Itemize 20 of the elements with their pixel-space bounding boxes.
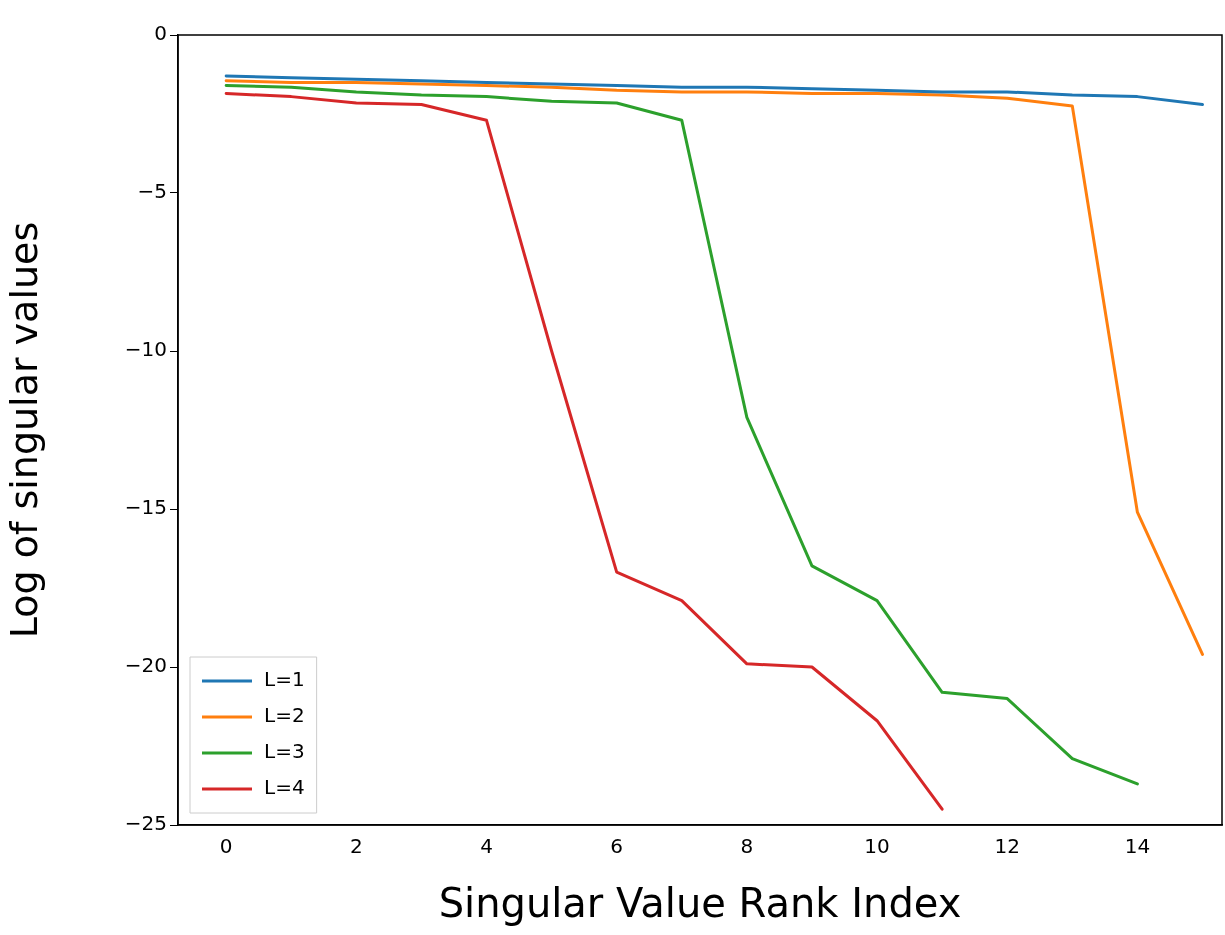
- x-tick-label: 4: [480, 834, 493, 859]
- x-tick-label: 14: [1124, 834, 1151, 859]
- x-tick-label: 10: [864, 834, 890, 859]
- x-tick-label: 8: [740, 834, 754, 859]
- y-tick-label: 0: [154, 21, 167, 46]
- y-axis-title: Log of singular values: [1, 221, 46, 639]
- y-tick-label: −5: [137, 179, 167, 204]
- x-tick-label: 12: [994, 834, 1020, 859]
- x-tick-label: 0: [219, 834, 233, 859]
- x-tick-label: 2: [349, 834, 363, 859]
- legend-label: L=3: [264, 739, 305, 764]
- y-tick-label: −20: [124, 653, 167, 678]
- legend-label: L=4: [264, 775, 305, 800]
- y-tick-label: −25: [124, 811, 167, 836]
- x-axis-title: Singular Value Rank Index: [438, 880, 962, 927]
- legend-label: L=2: [264, 703, 305, 728]
- x-tick-label: 6: [610, 834, 624, 859]
- y-tick-label: −15: [124, 495, 167, 520]
- y-tick-label: −10: [124, 337, 167, 362]
- legend-label: L=1: [264, 667, 305, 692]
